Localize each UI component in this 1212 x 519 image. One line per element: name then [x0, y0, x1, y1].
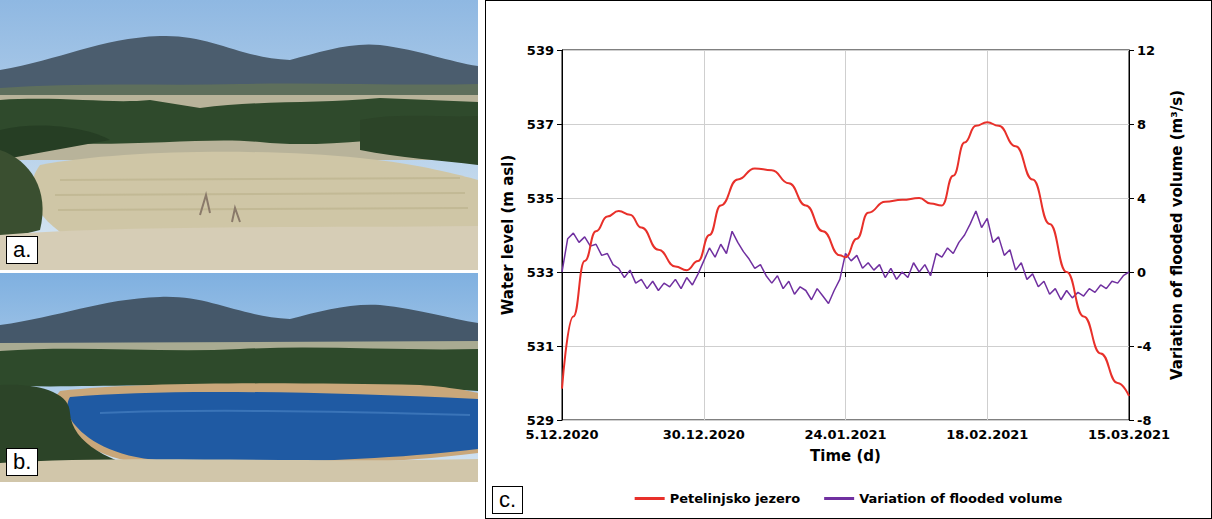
html-text:b.: b. [13, 449, 32, 474]
svg-text:Variation of flooded volume: Variation of flooded volume [859, 491, 1062, 506]
svg-text:18.02.2021: 18.02.2021 [946, 427, 1028, 442]
svg-text:24.01.2021: 24.01.2021 [804, 427, 886, 442]
svg-text:5.12.2020: 5.12.2020 [525, 427, 598, 442]
svg-text:Water level (m asl): Water level (m asl) [499, 155, 517, 315]
svg-text:531: 531 [527, 339, 554, 354]
html-text:a.: a. [13, 237, 32, 262]
svg-text:533: 533 [527, 265, 554, 280]
svg-text:Time (d): Time (d) [810, 447, 881, 465]
svg-text:4: 4 [1137, 191, 1146, 206]
svg-text:537: 537 [527, 117, 554, 132]
svg-text:8: 8 [1137, 117, 1146, 132]
html-text:c.: c. [499, 487, 517, 512]
svg-text:30.12.2020: 30.12.2020 [663, 427, 745, 442]
svg-text:529: 529 [527, 413, 554, 428]
svg-text:12: 12 [1137, 43, 1155, 58]
svg-text:-8: -8 [1137, 413, 1151, 428]
svg-text:Variation of flooded volume (m: Variation of flooded volume (m³/s) [1168, 90, 1186, 380]
svg-text:-4: -4 [1137, 339, 1151, 354]
svg-text:0: 0 [1137, 265, 1146, 280]
svg-text:535: 535 [527, 191, 554, 206]
svg-text:Petelinjsko jezero: Petelinjsko jezero [670, 491, 801, 506]
svg-text:539: 539 [527, 43, 554, 58]
svg-text:15.03.2021: 15.03.2021 [1088, 427, 1170, 442]
